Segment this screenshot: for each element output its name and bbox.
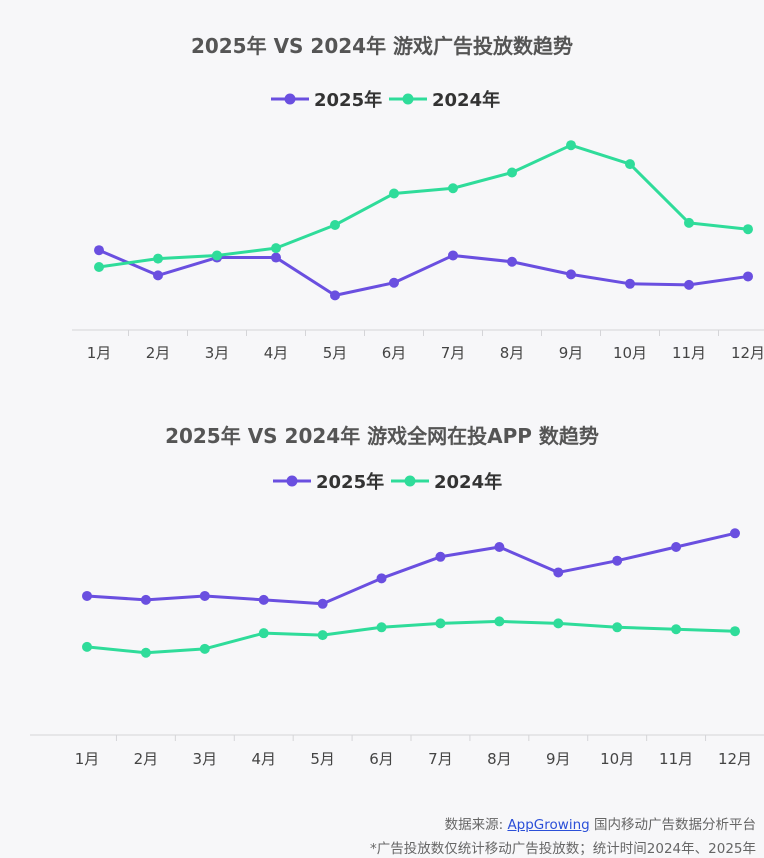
data-point-2024年-12月 [730, 626, 740, 637]
source-label: 数据来源: [444, 817, 508, 833]
data-point-2025年-10月 [625, 278, 635, 289]
data-point-2024年-4月 [258, 628, 269, 639]
x-tick-label: 7月 [428, 750, 453, 768]
data-point-2025年-1月 [82, 590, 92, 601]
data-point-2025年-7月 [435, 551, 446, 562]
data-point-2024年-10月 [625, 159, 635, 170]
legend-marker-2025年 [284, 93, 296, 105]
data-point-2024年-9月 [553, 618, 564, 629]
legend-label-2025年: 2025年 [314, 89, 382, 111]
data-point-2025年-11月 [684, 279, 694, 290]
x-tick-label: 1月 [75, 750, 100, 768]
data-point-2025年-8月 [494, 542, 505, 552]
footnote: *广告投放数仅统计移动广告投放数；统计时间2024年、2025年 [370, 841, 756, 857]
series-line-2025年 [85, 531, 737, 606]
legend-label-2024年: 2024年 [432, 89, 500, 111]
data-point-2025年-12月 [743, 271, 753, 282]
data-point-2024年-9月 [566, 140, 576, 151]
chart-title: 2025年 VS 2024年 游戏广告投放数趋势 [191, 34, 573, 58]
data-point-2024年-3月 [212, 250, 222, 261]
data-point-2024年-8月 [494, 616, 505, 627]
data-point-2025年-4月 [258, 594, 269, 605]
x-tick-label: 8月 [487, 750, 512, 768]
data-point-2024年-5月 [330, 220, 340, 230]
x-tick-label: 4月 [264, 344, 289, 362]
x-tick-label: 12月 [731, 344, 764, 362]
x-tick-label: 12月 [718, 750, 752, 768]
legend-label-2025年: 2025年 [316, 471, 384, 493]
appgrowing-link[interactable]: AppGrowing [507, 817, 590, 833]
data-point-2024年-5月 [317, 630, 328, 641]
series-line-2025年 [97, 248, 750, 297]
data-point-2024年-1月 [94, 262, 104, 272]
data-point-2025年-5月 [330, 290, 340, 301]
chart-title: 2025年 VS 2024年 游戏全网在投APP 数趋势 [165, 424, 599, 448]
charts-canvas: 2025年 VS 2024年 游戏广告投放数趋势 2025年 2024年 1月 2月 3月… [30, 34, 764, 768]
x-tick-label: 10月 [600, 750, 634, 768]
x-tick-label: 1月 [87, 344, 112, 362]
data-point-2024年-6月 [389, 188, 399, 199]
data-point-2024年-11月 [671, 624, 682, 635]
legend-label-2024年: 2024年 [434, 471, 502, 493]
x-tick-label: 5月 [310, 750, 335, 768]
data-point-2025年-2月 [153, 270, 163, 281]
chart-2: 2025年 VS 2024年 游戏全网在投APP 数趋势 2025年 2024年 1月… [30, 424, 764, 768]
x-tick-label: 6月 [382, 344, 407, 362]
data-point-2025年-5月 [317, 598, 328, 609]
data-source-line: 数据来源: AppGrowing 国内移动广告数据分析平台 [445, 813, 756, 833]
x-tick-label: 10月 [613, 344, 647, 362]
data-point-2024年-7月 [435, 618, 446, 629]
x-tick-label: 9月 [559, 344, 584, 362]
data-point-2025年-6月 [389, 277, 399, 288]
legend: 2025年 2024年 [271, 89, 500, 111]
data-point-2025年-3月 [199, 590, 210, 601]
legend: 2025年 2024年 [273, 471, 502, 493]
data-point-2024年-6月 [376, 622, 387, 633]
data-point-2025年-9月 [553, 567, 564, 578]
x-tick-label: 11月 [672, 344, 706, 362]
data-point-2025年-11月 [671, 542, 682, 552]
series-line-2024年 [85, 619, 737, 655]
source-suffix: 国内移动广告数据分析平台 [589, 817, 756, 833]
data-point-2025年-2月 [140, 594, 151, 605]
x-tick-label: 4月 [251, 750, 276, 768]
x-tick-label: 7月 [441, 344, 466, 362]
x-tick-label: 8月 [500, 344, 525, 362]
x-tick-label: 5月 [323, 344, 348, 362]
data-point-2025年-6月 [376, 573, 387, 584]
x-tick-label: 6月 [369, 750, 394, 768]
legend-marker-2024年 [402, 93, 414, 105]
x-tick-label: 2月 [146, 344, 171, 362]
legend-marker-2025年 [286, 475, 298, 487]
data-point-2024年-1月 [82, 641, 92, 652]
data-point-2025年-7月 [448, 250, 458, 261]
x-tick-label: 9月 [546, 750, 571, 768]
data-point-2024年-11月 [684, 217, 694, 228]
data-point-2024年-2月 [140, 647, 151, 658]
data-point-2024年-2月 [153, 253, 163, 264]
chart-1: 2025年 VS 2024年 游戏广告投放数趋势 2025年 2024年 1月 2月 3月… [72, 34, 764, 362]
data-point-2025年-10月 [612, 555, 623, 566]
data-point-2024年-4月 [271, 243, 281, 254]
data-point-2024年-3月 [199, 643, 210, 654]
data-point-2024年-7月 [448, 183, 458, 194]
data-point-2024年-8月 [507, 167, 517, 178]
data-point-2025年-9月 [566, 269, 576, 280]
data-point-2025年-4月 [271, 252, 281, 263]
legend-marker-2024年 [404, 475, 416, 487]
data-point-2025年-8月 [507, 256, 517, 267]
data-point-2025年-1月 [94, 245, 104, 256]
data-point-2025年-12月 [730, 528, 740, 539]
data-point-2024年-10月 [612, 622, 623, 633]
series-line-2024年 [97, 143, 750, 269]
x-tick-label: 3月 [193, 750, 218, 768]
x-tick-label: 2月 [134, 750, 159, 768]
x-tick-label: 3月 [205, 344, 230, 362]
x-tick-label: 11月 [659, 750, 693, 768]
data-point-2024年-12月 [743, 224, 753, 235]
